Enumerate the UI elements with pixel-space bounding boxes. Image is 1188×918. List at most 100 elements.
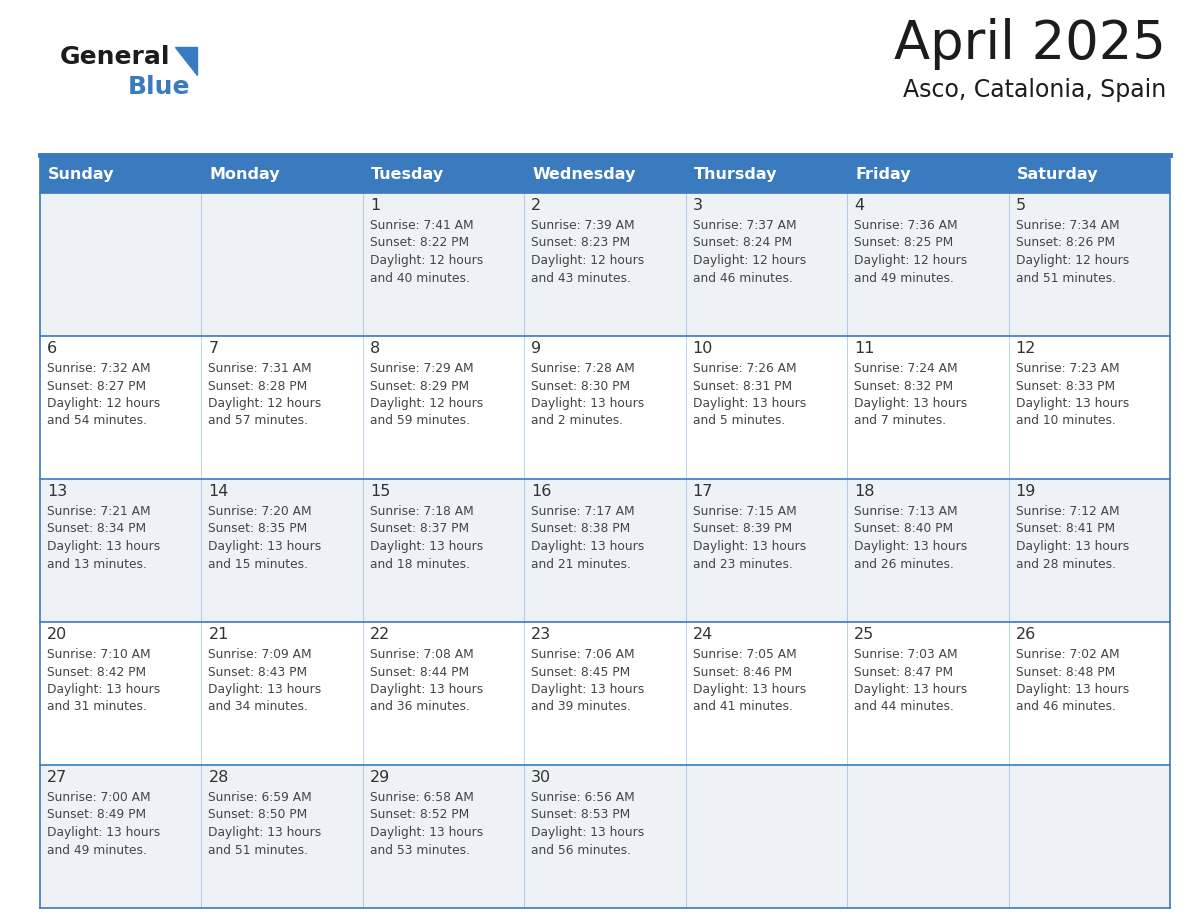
Text: 15: 15 — [369, 484, 390, 499]
Text: and 49 minutes.: and 49 minutes. — [854, 272, 954, 285]
Bar — [40, 155, 1170, 193]
Bar — [40, 336, 1170, 479]
Text: Daylight: 13 hours: Daylight: 13 hours — [369, 683, 484, 696]
Text: 2: 2 — [531, 198, 542, 213]
Text: Sunrise: 7:41 AM: Sunrise: 7:41 AM — [369, 219, 474, 232]
Text: Friday: Friday — [855, 166, 911, 182]
Text: and 46 minutes.: and 46 minutes. — [693, 272, 792, 285]
Text: Sunrise: 7:05 AM: Sunrise: 7:05 AM — [693, 648, 796, 661]
Text: Daylight: 13 hours: Daylight: 13 hours — [1016, 397, 1129, 410]
Text: Daylight: 13 hours: Daylight: 13 hours — [854, 683, 967, 696]
Text: Sunday: Sunday — [48, 166, 114, 182]
Text: Sunrise: 7:37 AM: Sunrise: 7:37 AM — [693, 219, 796, 232]
Text: 16: 16 — [531, 484, 551, 499]
Text: and 5 minutes.: and 5 minutes. — [693, 415, 785, 428]
Text: Sunset: 8:24 PM: Sunset: 8:24 PM — [693, 237, 792, 250]
Text: Sunset: 8:27 PM: Sunset: 8:27 PM — [48, 379, 146, 393]
Bar — [40, 193, 1170, 336]
Text: and 51 minutes.: and 51 minutes. — [208, 844, 309, 856]
Text: 12: 12 — [1016, 341, 1036, 356]
Text: 3: 3 — [693, 198, 703, 213]
Text: Sunset: 8:30 PM: Sunset: 8:30 PM — [531, 379, 631, 393]
Text: Sunrise: 7:21 AM: Sunrise: 7:21 AM — [48, 505, 151, 518]
Text: Sunrise: 7:15 AM: Sunrise: 7:15 AM — [693, 505, 796, 518]
Text: Sunrise: 7:20 AM: Sunrise: 7:20 AM — [208, 505, 312, 518]
Text: 25: 25 — [854, 627, 874, 642]
Text: and 34 minutes.: and 34 minutes. — [208, 700, 309, 713]
Text: and 2 minutes.: and 2 minutes. — [531, 415, 624, 428]
Text: Daylight: 12 hours: Daylight: 12 hours — [369, 254, 484, 267]
Text: Daylight: 13 hours: Daylight: 13 hours — [1016, 540, 1129, 553]
Text: Sunrise: 7:28 AM: Sunrise: 7:28 AM — [531, 362, 636, 375]
Text: and 59 minutes.: and 59 minutes. — [369, 415, 470, 428]
Text: and 23 minutes.: and 23 minutes. — [693, 557, 792, 570]
Text: and 53 minutes.: and 53 minutes. — [369, 844, 470, 856]
Text: 9: 9 — [531, 341, 542, 356]
Text: Sunset: 8:38 PM: Sunset: 8:38 PM — [531, 522, 631, 535]
Text: 23: 23 — [531, 627, 551, 642]
Text: Daylight: 13 hours: Daylight: 13 hours — [854, 540, 967, 553]
Text: 5: 5 — [1016, 198, 1025, 213]
Text: Daylight: 12 hours: Daylight: 12 hours — [531, 254, 645, 267]
Text: Sunrise: 7:23 AM: Sunrise: 7:23 AM — [1016, 362, 1119, 375]
Text: 30: 30 — [531, 770, 551, 785]
Text: Daylight: 12 hours: Daylight: 12 hours — [48, 397, 160, 410]
Text: Sunset: 8:42 PM: Sunset: 8:42 PM — [48, 666, 146, 678]
Text: Daylight: 13 hours: Daylight: 13 hours — [531, 540, 645, 553]
Text: Sunrise: 6:59 AM: Sunrise: 6:59 AM — [208, 791, 312, 804]
Text: Sunrise: 7:18 AM: Sunrise: 7:18 AM — [369, 505, 474, 518]
Text: 18: 18 — [854, 484, 874, 499]
Text: Sunset: 8:43 PM: Sunset: 8:43 PM — [208, 666, 308, 678]
Text: 27: 27 — [48, 770, 68, 785]
Text: Daylight: 13 hours: Daylight: 13 hours — [48, 683, 160, 696]
Text: and 31 minutes.: and 31 minutes. — [48, 700, 147, 713]
Text: Sunset: 8:47 PM: Sunset: 8:47 PM — [854, 666, 953, 678]
Text: 24: 24 — [693, 627, 713, 642]
Text: Sunset: 8:32 PM: Sunset: 8:32 PM — [854, 379, 953, 393]
Text: 17: 17 — [693, 484, 713, 499]
Text: and 46 minutes.: and 46 minutes. — [1016, 700, 1116, 713]
Text: Thursday: Thursday — [694, 166, 777, 182]
Text: 29: 29 — [369, 770, 390, 785]
Text: Sunrise: 7:17 AM: Sunrise: 7:17 AM — [531, 505, 634, 518]
Text: Sunset: 8:28 PM: Sunset: 8:28 PM — [208, 379, 308, 393]
Text: 6: 6 — [48, 341, 57, 356]
Text: Sunset: 8:41 PM: Sunset: 8:41 PM — [1016, 522, 1114, 535]
Text: and 41 minutes.: and 41 minutes. — [693, 700, 792, 713]
Text: Daylight: 13 hours: Daylight: 13 hours — [531, 683, 645, 696]
Text: Sunset: 8:31 PM: Sunset: 8:31 PM — [693, 379, 792, 393]
Text: Daylight: 12 hours: Daylight: 12 hours — [693, 254, 805, 267]
Text: Sunset: 8:48 PM: Sunset: 8:48 PM — [1016, 666, 1114, 678]
Text: Sunset: 8:34 PM: Sunset: 8:34 PM — [48, 522, 146, 535]
Text: Sunset: 8:50 PM: Sunset: 8:50 PM — [208, 809, 308, 822]
Text: 28: 28 — [208, 770, 229, 785]
Text: 22: 22 — [369, 627, 390, 642]
Text: Sunrise: 7:26 AM: Sunrise: 7:26 AM — [693, 362, 796, 375]
Text: Daylight: 13 hours: Daylight: 13 hours — [208, 540, 322, 553]
Text: and 51 minutes.: and 51 minutes. — [1016, 272, 1116, 285]
Text: Asco, Catalonia, Spain: Asco, Catalonia, Spain — [903, 78, 1165, 102]
Text: Daylight: 13 hours: Daylight: 13 hours — [208, 683, 322, 696]
Text: Sunset: 8:39 PM: Sunset: 8:39 PM — [693, 522, 792, 535]
Text: Sunrise: 7:32 AM: Sunrise: 7:32 AM — [48, 362, 151, 375]
Text: Sunrise: 7:34 AM: Sunrise: 7:34 AM — [1016, 219, 1119, 232]
Text: Sunrise: 7:09 AM: Sunrise: 7:09 AM — [208, 648, 312, 661]
Text: Daylight: 13 hours: Daylight: 13 hours — [854, 397, 967, 410]
Text: and 13 minutes.: and 13 minutes. — [48, 557, 147, 570]
Text: Sunrise: 7:06 AM: Sunrise: 7:06 AM — [531, 648, 634, 661]
Bar — [40, 765, 1170, 908]
Text: Daylight: 13 hours: Daylight: 13 hours — [531, 826, 645, 839]
Text: Sunrise: 7:02 AM: Sunrise: 7:02 AM — [1016, 648, 1119, 661]
Text: and 39 minutes.: and 39 minutes. — [531, 700, 631, 713]
Text: and 49 minutes.: and 49 minutes. — [48, 844, 147, 856]
Text: and 26 minutes.: and 26 minutes. — [854, 557, 954, 570]
Text: Sunrise: 7:36 AM: Sunrise: 7:36 AM — [854, 219, 958, 232]
Text: 21: 21 — [208, 627, 229, 642]
Text: and 28 minutes.: and 28 minutes. — [1016, 557, 1116, 570]
Text: Monday: Monday — [209, 166, 280, 182]
Text: 8: 8 — [369, 341, 380, 356]
Text: Sunrise: 7:03 AM: Sunrise: 7:03 AM — [854, 648, 958, 661]
Text: Sunset: 8:33 PM: Sunset: 8:33 PM — [1016, 379, 1114, 393]
Text: Daylight: 13 hours: Daylight: 13 hours — [48, 826, 160, 839]
Text: Daylight: 13 hours: Daylight: 13 hours — [208, 826, 322, 839]
